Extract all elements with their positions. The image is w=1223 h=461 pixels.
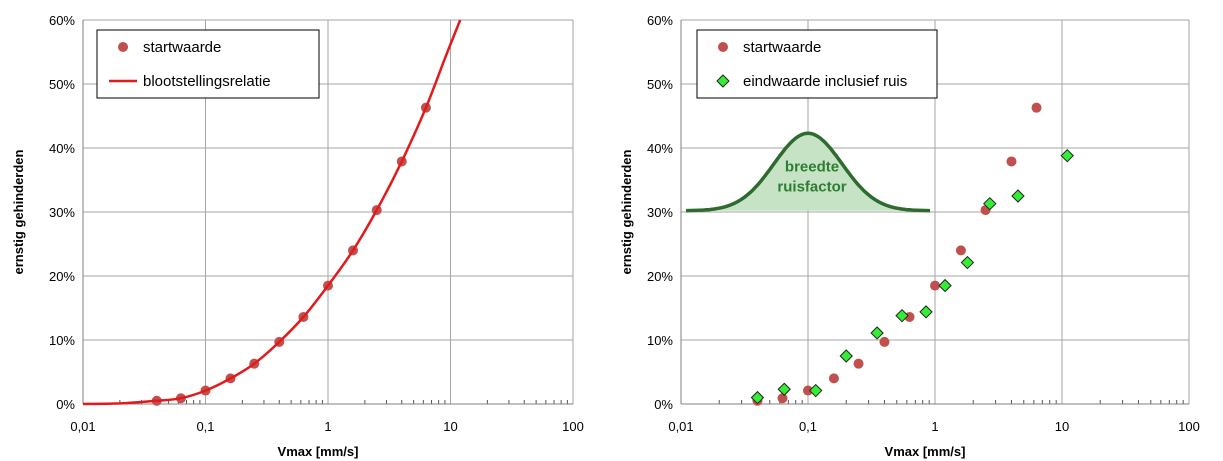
- x-tick-label: 1: [324, 419, 331, 434]
- y-axis-label: ernstig gehinderden: [619, 149, 634, 274]
- eindwaarde-point: [809, 383, 823, 398]
- y-tick-label: 0%: [654, 397, 673, 412]
- x-tick-label: 0,01: [70, 419, 95, 434]
- series-diamond: [750, 148, 1074, 405]
- legend-marker-circle: [718, 42, 728, 52]
- y-tick-label: 50%: [647, 77, 673, 92]
- y-tick-label: 60%: [647, 13, 673, 28]
- x-tick-label: 10: [443, 419, 457, 434]
- legend-label: startwaarde: [743, 39, 821, 56]
- x-tick-label: 10: [1055, 419, 1069, 434]
- chart-1: 0% 10% 20% 30% 40% 50% 60% 0,01 0,1 1 10 100 Vmax [m…: [11, 13, 584, 459]
- eindwaarde-point: [983, 196, 997, 211]
- y-tick-label: 30%: [49, 205, 75, 220]
- x-axis-label: Vmax [mm/s]: [278, 444, 359, 459]
- eindwaarde-point: [839, 349, 853, 363]
- startwaarde-point: [879, 336, 890, 347]
- x-tick-label: 100: [1178, 419, 1200, 434]
- eindwaarde-point: [1060, 148, 1074, 163]
- x-tick-label: 0,01: [668, 419, 693, 434]
- eindwaarde-point: [960, 255, 975, 270]
- y-tick-label: 40%: [647, 141, 673, 156]
- startwaarde-point: [930, 280, 940, 291]
- series-line: [82, 19, 462, 406]
- eindwaarde-point: [750, 390, 765, 405]
- x-tick-label: 0,1: [196, 419, 214, 434]
- legend-label: blootstellingsrelatie: [143, 73, 271, 90]
- y-tick-label: 50%: [49, 77, 75, 92]
- startwaarde-point: [955, 245, 966, 256]
- legend-box: [96, 29, 320, 99]
- startwaarde-point: [853, 358, 864, 369]
- eindwaarde-point: [895, 308, 909, 323]
- startwaarde-point: [777, 393, 788, 404]
- eindwaarde-point: [870, 326, 884, 340]
- bell-curve-fill: [686, 133, 930, 211]
- y-axis-label: ernstig gehinderden: [11, 149, 26, 274]
- eindwaarde-point: [938, 278, 952, 293]
- y-tick-label: 30%: [647, 205, 673, 220]
- y-tick-label: 10%: [49, 333, 75, 348]
- x-axis-label: Vmax [mm/s]: [885, 444, 966, 459]
- annotation-line: breedte: [785, 158, 839, 175]
- y-tick-label: 20%: [647, 269, 673, 284]
- chart-2: 0% 10% 20% 30% 40% 50% 60% 0,01 0,1 1 10 100 Vmax [m…: [619, 13, 1200, 459]
- startwaarde-point: [803, 385, 813, 396]
- y-tick-label: 10%: [647, 333, 673, 348]
- legend-label: startwaarde: [143, 39, 221, 56]
- legend-box: [696, 29, 938, 99]
- startwaarde-point: [828, 373, 839, 384]
- x-tick-label: 100: [562, 419, 584, 434]
- y-tick-label: 40%: [49, 141, 75, 156]
- noise-width-annotation: breedte ruisfactor: [686, 131, 930, 213]
- legend: startwaarde blootstellingsrelatie: [96, 29, 320, 99]
- y-tick-label: 20%: [49, 269, 75, 284]
- x-tick-label: 0,1: [799, 419, 817, 434]
- legend-marker-diamond: [716, 74, 730, 88]
- startwaarde-point: [1031, 102, 1042, 113]
- exposure-curve: [82, 19, 462, 406]
- bell-curve: [686, 131, 930, 213]
- series-circle: [752, 102, 1042, 406]
- legend-label: eindwaarde inclusief ruis: [743, 73, 907, 90]
- x-tick-label: 1: [931, 419, 938, 434]
- annotation-line: ruisfactor: [777, 178, 846, 195]
- legend-marker-circle: [118, 42, 128, 52]
- y-tick-label: 0%: [56, 397, 75, 412]
- eindwaarde-point: [919, 305, 933, 319]
- legend: startwaarde eindwaarde inclusief ruis: [696, 29, 938, 99]
- eindwaarde-point: [1011, 189, 1025, 203]
- y-tick-label: 60%: [49, 13, 75, 28]
- startwaarde-point: [1006, 156, 1017, 167]
- eindwaarde-point: [777, 382, 791, 396]
